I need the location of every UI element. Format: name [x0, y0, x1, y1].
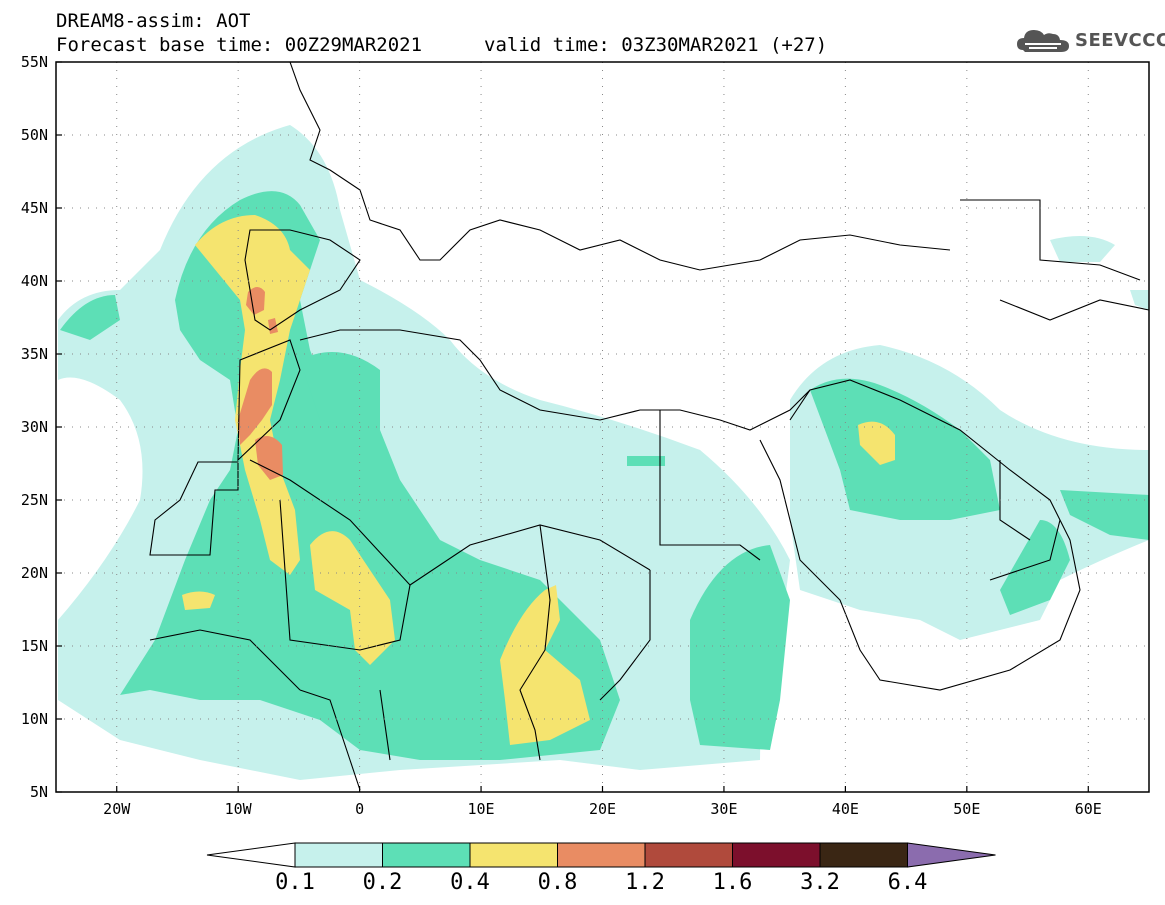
colorbar-swatch [382, 842, 471, 868]
colorbar-label: 0.1 [275, 870, 315, 895]
colorbar-label: 1.2 [625, 870, 665, 895]
colorbar-label: 0.8 [537, 870, 578, 895]
colorbar-extend-min [206, 842, 296, 868]
graticule [56, 62, 1149, 792]
lon-label: 20E [588, 800, 617, 818]
lon-label: 10W [224, 800, 252, 818]
colorbar [206, 842, 996, 868]
colorbar-label: 1.6 [712, 870, 753, 895]
valid-time: valid time: 03Z30MAR2021 (+27) [484, 34, 828, 56]
colorbar-label: 6.4 [887, 870, 928, 895]
country-borders [149, 62, 1149, 791]
lat-label: 45N [20, 199, 48, 217]
colorbar-swatch [819, 842, 908, 868]
lat-label: 25N [20, 491, 48, 509]
lat-label: 5N [29, 783, 48, 801]
lon-label: 20W [103, 800, 131, 818]
lon-label: 10E [467, 800, 495, 818]
aot-field [58, 125, 1149, 780]
colorbar-label: 3.2 [800, 870, 840, 895]
colorbar-swatch [294, 842, 383, 868]
lat-label: 35N [20, 345, 48, 363]
chart-title: DREAM8-assim: AOT [56, 10, 251, 32]
colorbar-swatch [732, 842, 821, 868]
lat-label: 50N [20, 126, 48, 144]
lat-label: 40N [20, 272, 48, 290]
forecast-base-time: Forecast base time: 00Z29MAR2021 [56, 34, 423, 56]
lat-label: 10N [20, 710, 48, 728]
lon-label: 60E [1074, 800, 1102, 818]
lat-label: 30N [20, 418, 48, 436]
lat-label: 20N [20, 564, 48, 582]
colorbar-label: 0.4 [450, 870, 490, 895]
colorbar-label: 0.2 [362, 870, 403, 895]
lon-label: 50E [953, 800, 981, 818]
lat-label: 55N [20, 53, 48, 71]
logo-text: SEEVCCC [1075, 30, 1165, 51]
lat-label: 15N [20, 637, 48, 655]
colorbar-swatch [644, 842, 733, 868]
colorbar-swatch [557, 842, 646, 868]
colorbar-extend-max [907, 842, 996, 868]
seevccc-logo: SEEVCCC [1015, 26, 1165, 56]
lon-label: 40E [831, 800, 859, 818]
cloud-icon [1017, 30, 1069, 52]
lon-label: 0 [355, 800, 365, 818]
axis-ticks [56, 61, 1089, 793]
lon-label: 30E [710, 800, 738, 818]
colorbar-swatch [469, 842, 558, 868]
